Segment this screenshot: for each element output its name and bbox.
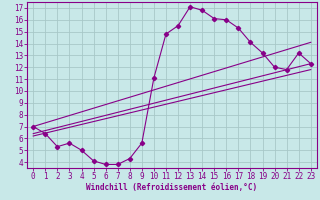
X-axis label: Windchill (Refroidissement éolien,°C): Windchill (Refroidissement éolien,°C) [86,183,258,192]
